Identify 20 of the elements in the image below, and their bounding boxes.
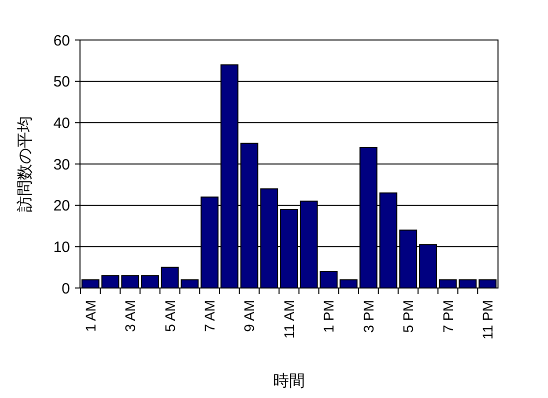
y-axis-title: 訪問数の平均 — [16, 116, 34, 212]
y-tick-label: 10 — [53, 238, 70, 256]
y-tick-label: 20 — [53, 198, 70, 215]
x-tick-label: 3 AM — [122, 300, 138, 332]
x-tick-label: 11 AM — [280, 300, 297, 339]
x-tick-label: 1 AM — [82, 300, 98, 332]
x-tick-label: 7 PM — [440, 300, 456, 333]
x-tick-label: 5 AM — [162, 300, 178, 332]
y-tick-label: 60 — [53, 32, 70, 50]
y-tick-label: 0 — [62, 280, 70, 298]
y-tick-label: 40 — [53, 114, 70, 132]
x-axis-title: 時間 — [273, 372, 305, 390]
y-tick-label: 30 — [53, 156, 70, 174]
x-tick-label: 11 PM — [479, 300, 496, 340]
x-tick-label: 5 PM — [400, 300, 416, 333]
x-tick-label: 9 AM — [241, 300, 258, 332]
x-tick-label: 1 PM — [320, 300, 337, 333]
y-tick-label: 50 — [53, 74, 70, 91]
x-tick-label: 7 AM — [201, 300, 218, 332]
x-tick-label: 3 PM — [360, 300, 376, 333]
